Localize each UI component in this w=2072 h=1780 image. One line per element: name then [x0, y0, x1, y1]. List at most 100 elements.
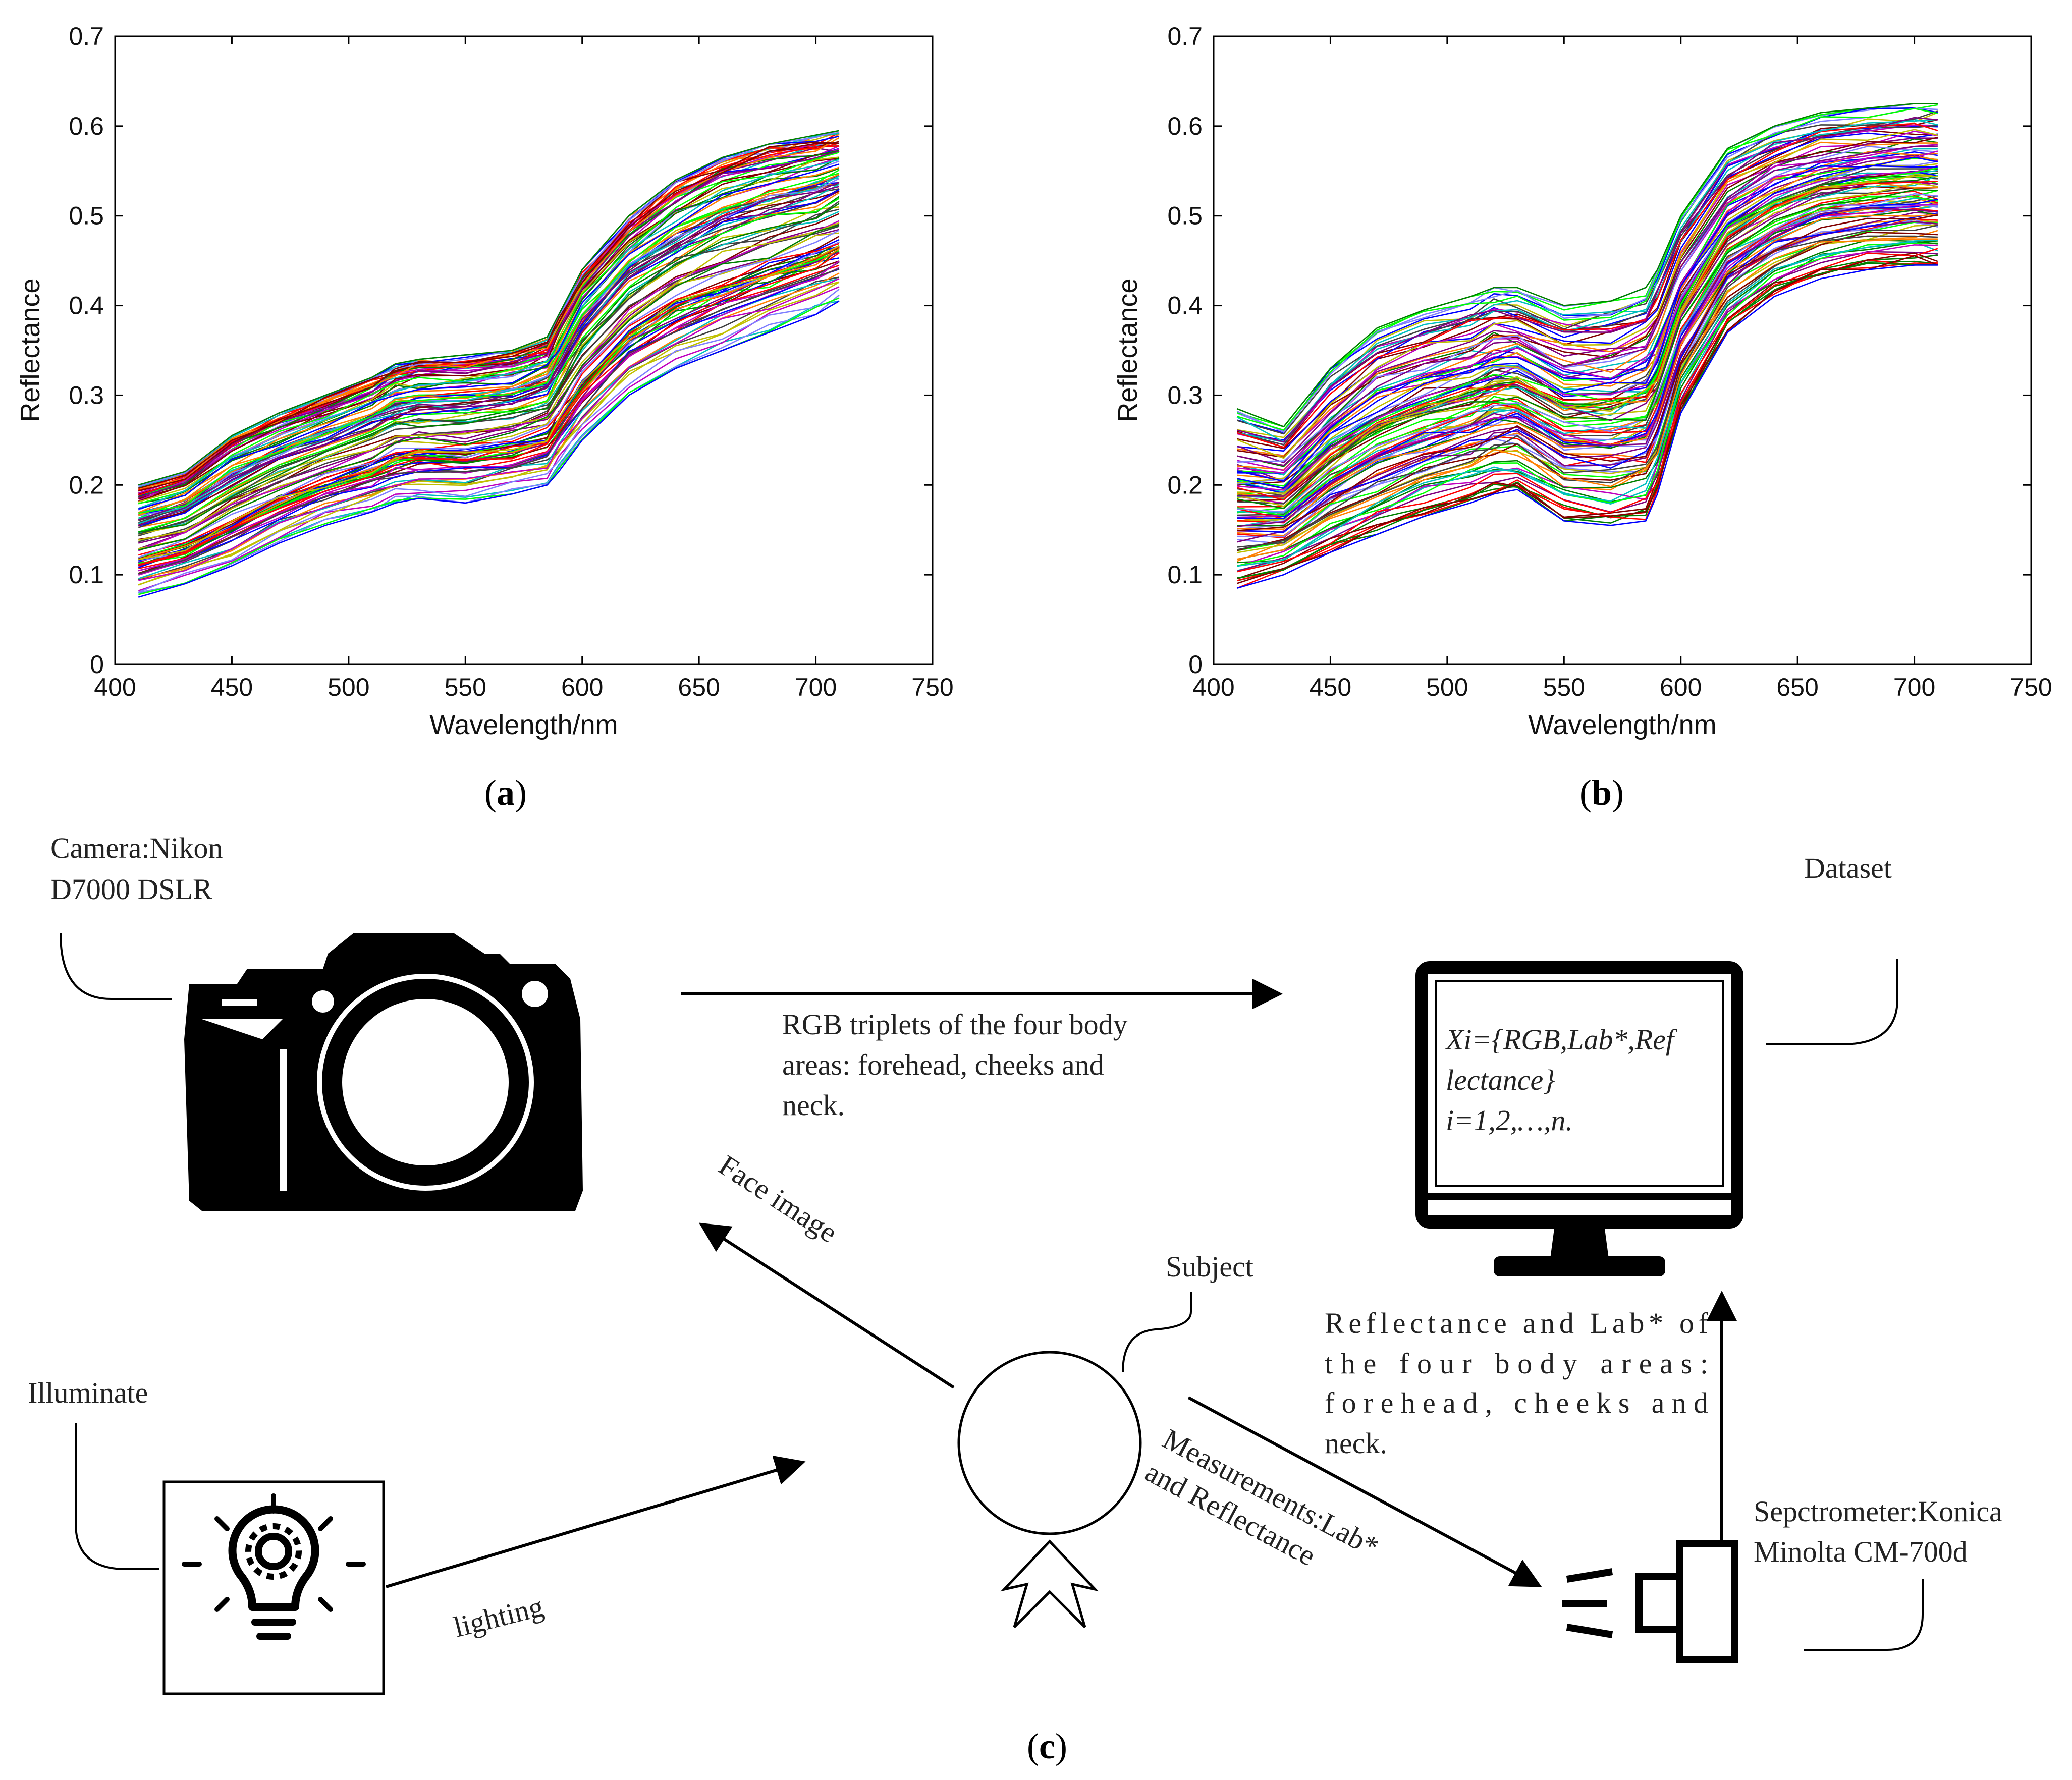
reflectance-series-line: [138, 294, 840, 593]
reflectance-series-line: [1236, 119, 1938, 442]
reflectance-series-line: [1237, 238, 1938, 560]
reflectance-series-line: [1236, 137, 1938, 464]
envelope-upper-line: [138, 130, 840, 486]
reflectance-series-line: [138, 260, 840, 576]
monitor-icon: [1415, 961, 1743, 1276]
refl-text-line4: neck.: [1325, 1427, 1387, 1460]
envelope-lower-line: [138, 300, 840, 598]
reflectance-series-line: [138, 232, 840, 549]
y-tick-label: 0: [1188, 650, 1203, 679]
reflectance-series-line: [138, 222, 840, 541]
reflectance-series-line: [1237, 165, 1938, 491]
arrow-lighting: [386, 1455, 806, 1588]
reflectance-series-line: [138, 267, 840, 572]
reflectance-series-line: [138, 166, 840, 514]
reflectance-series-line: [1237, 168, 1938, 489]
reflectance-series-line: [1237, 119, 1938, 443]
reflectance-series-line: [1237, 239, 1938, 560]
y-tick-label: 0.4: [1167, 292, 1203, 320]
reflectance-series-line: [138, 252, 840, 566]
reflectance-series-line: [138, 203, 840, 533]
reflectance-series-line: [1237, 145, 1938, 466]
camera-label-line1: Camera:Nikon: [50, 831, 223, 864]
panel-letter-c: c: [1039, 1726, 1055, 1766]
camera-label-line2: D7000 DSLR: [50, 873, 212, 906]
x-tick-label: 400: [1192, 673, 1234, 701]
illuminate-leader-line: [75, 1423, 159, 1570]
reflectance-series-line: [138, 189, 840, 527]
refl-text-line1: Reflectance and Lab* of: [1325, 1307, 1709, 1340]
reflectance-series-line: [138, 143, 839, 492]
reflectance-series-line: [1237, 219, 1938, 536]
y-tick-label: 0.5: [69, 202, 104, 230]
panel-label-a: (a): [484, 772, 527, 813]
reflectance-series-line: [138, 156, 840, 503]
reflectance-series-line: [138, 236, 840, 560]
x-tick-label: 450: [1310, 673, 1351, 701]
reflectance-series-line: [138, 175, 840, 519]
panel-label-b: (b): [1579, 772, 1624, 813]
y-tick-label: 0.3: [69, 381, 104, 409]
reflectance-series-line: [138, 148, 840, 502]
reflectance-series-line: [1237, 240, 1938, 564]
reflectance-chart-b: 400 450 500 550 600 650 700 750 0 0.1 0.2 0.3 0.4 0.5…: [1113, 22, 2052, 740]
reflectance-series-line: [138, 278, 840, 581]
x-axis-label: Wavelength/nm: [429, 710, 618, 740]
screen-line3: i=1,2,…,n.: [1446, 1104, 1573, 1137]
reflectance-series-line: [1237, 225, 1938, 548]
x-tick-label: 700: [795, 673, 837, 701]
reflectance-series-line: [138, 168, 840, 510]
rgb-text-line1: RGB triplets of the four body: [782, 1008, 1128, 1041]
spectro-leader-line: [1804, 1579, 1924, 1651]
camera-icon: [184, 933, 583, 1211]
panel-label-c: (c): [1027, 1726, 1067, 1766]
reflectance-series-line: [1237, 165, 1938, 489]
subject-label: Subject: [1166, 1250, 1253, 1283]
y-tick-label: 0.7: [69, 22, 104, 50]
x-tick-label: 750: [2010, 673, 2052, 701]
rgb-text-line2: areas: forehead, cheeks and: [782, 1048, 1104, 1081]
reflectance-series-line: [1237, 212, 1938, 533]
x-tick-label: 650: [678, 673, 720, 701]
reflectance-series-line: [138, 224, 840, 551]
reflectance-series-line: [1236, 107, 1938, 431]
refl-text-line3: forehead, cheeks and: [1325, 1386, 1708, 1419]
reflectance-series-line: [1237, 248, 1938, 573]
subject-icon: [957, 1351, 1142, 1628]
x-tick-label: 400: [94, 673, 136, 701]
lighting-label: lighting: [450, 1590, 547, 1644]
reflectance-series-line: [1237, 242, 1938, 567]
reflectance-series-line: [1237, 239, 1938, 567]
reflectance-series-line: [138, 206, 840, 535]
rgb-text-line3: neck.: [782, 1089, 845, 1122]
y-tick-label: 0.5: [1167, 202, 1203, 230]
reflectance-series-line: [138, 186, 840, 526]
illuminate-label: Illuminate: [28, 1376, 148, 1409]
reflectance-series-line: [1237, 181, 1938, 498]
y-tick-label: 0.2: [1167, 471, 1203, 499]
reflectance-series-line: [1237, 189, 1938, 510]
reflectance-series-line: [138, 141, 839, 489]
reflectance-series-line: [1236, 117, 1938, 443]
reflectance-series-line: [1237, 181, 1938, 497]
y-tick-label: 0.2: [69, 471, 104, 499]
reflectance-series-line: [1236, 241, 1938, 572]
series-layer: [1236, 103, 1938, 589]
x-axis-label: Wavelength/nm: [1528, 710, 1716, 740]
reflectance-series-line: [138, 268, 840, 575]
y-tick-label: 0.4: [69, 292, 104, 320]
reflectance-series-line: [1237, 207, 1938, 527]
camera-leader-line: [60, 933, 172, 1000]
x-tick-label: 550: [1543, 673, 1585, 701]
reflectance-series-line: [1237, 214, 1938, 532]
y-tick-label: 0: [90, 650, 104, 679]
reflectance-series-line: [138, 246, 840, 566]
reflectance-series-line: [138, 211, 840, 534]
x-tick-label: 700: [1893, 673, 1935, 701]
y-tick-label: 0.1: [69, 561, 104, 589]
reflectance-series-line: [138, 282, 840, 586]
reflectance-chart-a: 400 450 500 550 600 650 700 750 0 0.1 0.2 0.3 0.4 0.5…: [15, 22, 954, 740]
subject-leader-line: [1122, 1292, 1192, 1373]
envelope-lower-line: [1236, 264, 1938, 589]
arrow-face-image: [698, 1222, 955, 1389]
